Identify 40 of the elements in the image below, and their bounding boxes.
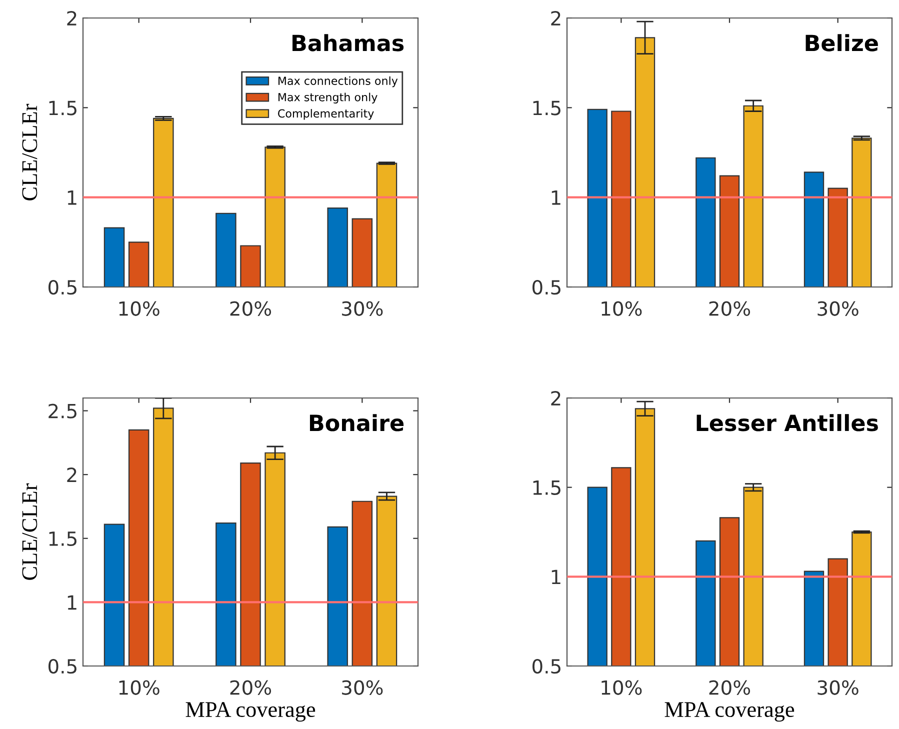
y-tick-label: 0.5 bbox=[532, 280, 560, 295]
text: Belize bbox=[806, 34, 878, 52]
y-tick-label: 1 bbox=[552, 570, 560, 584]
legend-label: Max connections only bbox=[278, 76, 398, 88]
y-tick-label: 0.5 bbox=[48, 280, 76, 295]
x-tick-label: 30% bbox=[342, 680, 383, 695]
x-axis-title: MPA coverage bbox=[186, 702, 316, 722]
y-tick-label: 1.5 bbox=[49, 532, 76, 546]
y-tick-label: 1 bbox=[552, 190, 560, 205]
y-tick-label: 0.5 bbox=[532, 658, 560, 674]
x-tick-label: 10% bbox=[602, 680, 642, 695]
y-axis-title: CLE/CLEr bbox=[22, 483, 38, 580]
y-tick-label: 1.5 bbox=[533, 100, 560, 116]
y-tick-label: 2.5 bbox=[48, 404, 76, 418]
y-tick-label: 2 bbox=[67, 10, 76, 26]
y-tick-label: 2 bbox=[67, 468, 76, 482]
y-tick-label: 0.5 bbox=[48, 658, 76, 674]
x-tick-label: 10% bbox=[119, 680, 160, 695]
x-tick-label: 10% bbox=[119, 301, 160, 316]
x-tick-label: 30% bbox=[818, 680, 858, 695]
y-tick-label: 2 bbox=[551, 390, 560, 406]
y-tick-label: 1.5 bbox=[49, 100, 76, 116]
x-tick-label: 20% bbox=[709, 301, 750, 316]
x-tick-label: 20% bbox=[230, 680, 272, 695]
x-tick-label: 20% bbox=[230, 301, 272, 316]
legend-label: Max strength only bbox=[278, 92, 378, 104]
y-tick-label: 1 bbox=[68, 595, 76, 610]
x-tick-label: 30% bbox=[342, 301, 383, 316]
y-tick-label: 1.5 bbox=[533, 480, 560, 495]
y-axis-title: CLE/CLEr bbox=[22, 104, 38, 200]
x-tick-label: 30% bbox=[818, 301, 858, 316]
text: Bonaire bbox=[310, 414, 404, 432]
legend-label: Complementarity bbox=[278, 109, 374, 120]
y-tick-label: 1 bbox=[68, 190, 76, 205]
x-tick-label: 20% bbox=[709, 680, 750, 695]
y-tick-label: 2 bbox=[551, 10, 560, 26]
text: Lesser Antilles bbox=[696, 414, 878, 432]
x-axis-title: MPA coverage bbox=[664, 702, 794, 722]
text: Bahamas bbox=[292, 34, 404, 52]
x-tick-label: 10% bbox=[602, 301, 642, 316]
